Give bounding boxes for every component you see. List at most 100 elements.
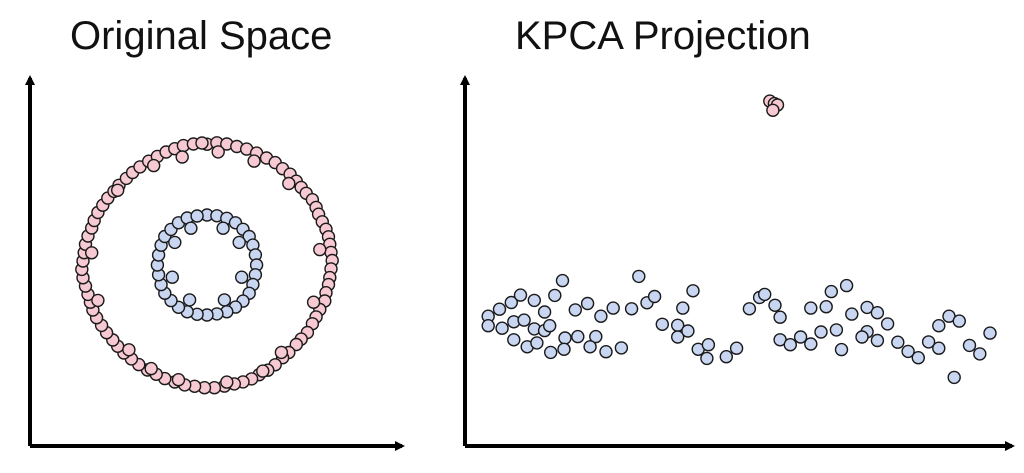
panel-title-kpca-projection: KPCA Projection	[515, 14, 811, 58]
blue-projection-point-39	[681, 324, 695, 338]
blue-projection-point-41	[700, 351, 714, 366]
inner-ring-point-39	[184, 221, 198, 235]
outer-ring-point-88	[146, 158, 161, 173]
blue-projection-point-9	[580, 296, 595, 311]
blue-projection-point-58	[860, 300, 874, 315]
blue-projection-point-25	[583, 340, 597, 354]
blue-projection-point-56	[839, 278, 854, 293]
blue-projection-point-26	[599, 345, 613, 359]
outer-ring-point-90	[110, 183, 125, 198]
inner-ring-point-31	[190, 209, 204, 223]
blue-projection-point-59	[870, 306, 885, 320]
outer-ring-point-87	[247, 154, 261, 168]
kpca-projection-plot	[460, 75, 1015, 451]
blue-projection-point-19	[589, 329, 603, 344]
outer-ring-point-94	[91, 293, 105, 308]
inner-ring-point-35	[217, 293, 232, 307]
blue-projection-point-76	[855, 330, 869, 344]
blue-projection-point-51	[783, 338, 797, 352]
outer-ring-point-97	[220, 375, 234, 389]
blue-projection-point-55	[824, 284, 838, 299]
blue-projection-point-44	[729, 341, 744, 355]
blue-projection-point-6	[548, 288, 562, 303]
blue-projection-point-5	[537, 305, 552, 319]
blue-projection-point-49	[773, 310, 787, 324]
blue-projection-point-52	[793, 330, 808, 344]
inner-ring-point-37	[165, 270, 180, 284]
blue-projection-point-3	[513, 288, 528, 302]
blue-projection-point-37	[655, 317, 669, 331]
blue-projection-point-38	[671, 330, 685, 344]
kpca-projection-points	[481, 94, 997, 385]
blue-projection-point-31	[606, 301, 620, 315]
blue-projection-point-71	[973, 347, 987, 361]
blue-projection-point-7	[555, 273, 570, 288]
blue-projection-point-8	[568, 303, 582, 317]
outer-ring-point-85	[211, 145, 225, 159]
inner-ring-point-36	[182, 293, 197, 307]
outer-ring-point-86	[175, 150, 189, 164]
blue-projection-point-35	[686, 284, 700, 298]
blue-projection-point-62	[880, 317, 895, 331]
blue-projection-point-34	[676, 301, 690, 315]
blue-projection-point-66	[921, 335, 936, 349]
outer-ring-point-89	[282, 176, 296, 191]
blue-projection-point-2	[504, 295, 518, 310]
outer-ring-point-95	[274, 345, 289, 360]
outer-ring-point-93	[306, 295, 321, 309]
blue-projection-point-28	[624, 302, 639, 316]
blue-projection-point-57	[845, 307, 859, 321]
blue-projection-point-78	[814, 325, 828, 339]
blue-projection-point-64	[901, 344, 915, 359]
blue-projection-point-11	[495, 321, 509, 335]
blue-projection-point-13	[517, 313, 531, 327]
outer-ring-point-32	[289, 337, 303, 352]
blue-projection-point-61	[870, 333, 885, 348]
blue-projection-point-4	[527, 293, 541, 308]
blue-projection-point-43	[719, 350, 733, 364]
blue-projection-point-1	[492, 302, 507, 316]
inner-ring-point-32	[216, 221, 230, 235]
blue-projection-point-69	[952, 314, 966, 328]
blue-projection-point-77	[829, 323, 844, 337]
outer-ring-point-100	[144, 361, 158, 376]
blue-projection-point-20	[507, 333, 521, 347]
original-space-points	[75, 136, 339, 395]
blue-projection-point-48	[768, 298, 782, 312]
blue-projection-point-24	[557, 342, 571, 356]
blue-projection-point-53	[804, 301, 818, 315]
blue-projection-point-54	[819, 300, 833, 314]
blue-projection-point-27	[614, 341, 629, 355]
blue-projection-point-72	[983, 326, 997, 340]
blue-projection-point-79	[804, 337, 818, 351]
blue-projection-point-63	[891, 335, 905, 349]
blue-projection-point-75	[834, 342, 849, 357]
blue-projection-point-32	[632, 269, 646, 284]
blue-projection-point-47	[758, 287, 772, 302]
blue-projection-point-45	[742, 302, 757, 316]
outer-ring-point-92	[84, 246, 99, 260]
outer-ring-point-91	[313, 242, 327, 257]
blue-projection-point-42	[701, 338, 716, 352]
blue-projection-point-74	[932, 341, 946, 355]
outer-ring-point-98	[171, 373, 186, 387]
blue-projection-point-70	[962, 338, 977, 353]
pink-cluster-point-3	[766, 103, 780, 118]
blue-projection-point-67	[932, 319, 946, 333]
blue-projection-point-17	[558, 331, 572, 345]
blue-projection-point-18	[571, 329, 585, 344]
blue-projection-point-65	[911, 351, 925, 365]
outer-ring-point-99	[256, 364, 270, 378]
outer-ring-point-84	[195, 136, 209, 150]
original-space-plot	[25, 75, 405, 451]
blue-projection-point-16	[543, 319, 557, 333]
blue-projection-point-22	[530, 336, 544, 350]
blue-projection-point-23	[544, 345, 558, 360]
blue-projection-point-30	[594, 309, 608, 323]
panel-title-original-space: Original Space	[70, 14, 333, 58]
outer-ring-point-96	[122, 343, 136, 357]
inner-ring-point-34	[234, 270, 249, 284]
blue-projection-point-10	[481, 319, 495, 333]
